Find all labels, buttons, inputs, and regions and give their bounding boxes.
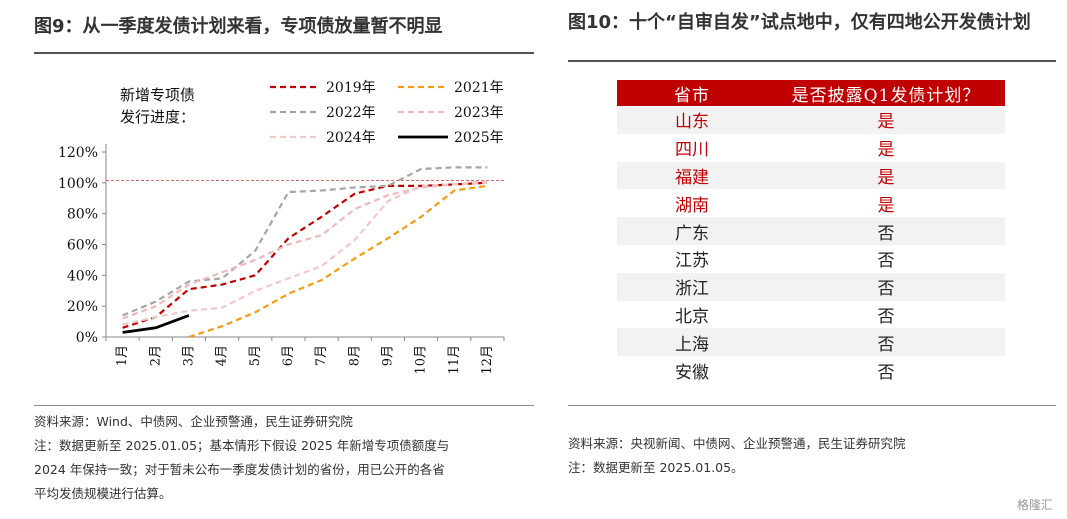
- table-header-row: 省市 是否披露Q1发债计划？: [617, 80, 1005, 106]
- chart-title-line: 新增专项债: [120, 86, 195, 104]
- series-line-2: [122, 166, 488, 317]
- table-row: 江苏 否: [617, 245, 1005, 273]
- table-row: 四川 是: [617, 134, 1005, 162]
- table-row: 山东是: [617, 106, 1005, 134]
- legend-label: 2025年: [454, 130, 504, 146]
- right-notes: 资料来源：央视新闻、中债网、企业预警通，民生证券研究院 注：数据更新至 2025…: [568, 432, 1058, 480]
- disclosed-cell: 是: [877, 140, 895, 161]
- x-tick-label: 2月: [148, 345, 163, 366]
- disclosed-cell: 是: [767, 106, 1005, 134]
- disclosed-cell: 是: [877, 195, 895, 216]
- disclosed-cell: 否: [877, 251, 895, 272]
- legend-label: 2021年: [454, 80, 504, 96]
- disclosed-cell: 否: [767, 272, 1005, 301]
- disclosed-cell: 否: [767, 328, 1005, 357]
- left-note-rule: [34, 405, 534, 406]
- left-note-line: 注：数据更新至 2025.01.05；基本情形下假设 2025 年新增专项债额度…: [34, 438, 450, 453]
- left-note-line: 资料来源：Wind、中债网、企业预警通，民生证券研究院: [34, 414, 353, 429]
- header-disclosed: 是否披露Q1发债计划？: [767, 80, 1005, 106]
- y-tick-label: 60%: [67, 238, 98, 254]
- left-notes: 资料来源：Wind、中债网、企业预警通，民生证券研究院 注：数据更新至 2025…: [34, 410, 539, 506]
- disclosed-cell: 否: [877, 306, 895, 327]
- y-tick-label: 0%: [76, 330, 98, 346]
- region-cell: 北京: [675, 306, 709, 327]
- x-tick-label: 11月: [447, 345, 462, 375]
- y-tick-label: 40%: [67, 268, 98, 284]
- left-note-line: 2024 年保持一致；对于暂未公布一季度发债计划的省份，用已公开的各省: [34, 462, 445, 477]
- disclosed-cell: 是: [767, 161, 1005, 190]
- x-tick-label: 6月: [281, 345, 296, 366]
- legend-label: 2022年: [326, 105, 376, 121]
- y-tick-label: 20%: [67, 299, 98, 315]
- legend-label: 2023年: [454, 105, 504, 121]
- watermark: 格隆汇: [1016, 498, 1053, 512]
- right-note-rule: [568, 405, 1056, 406]
- right-figure-title: 图10：十个“自审自发”试点地中，仅有四地公开发债计划: [568, 12, 1031, 33]
- legend-label: 2019年: [326, 80, 376, 96]
- table-row: 广东否: [617, 217, 1005, 245]
- region-cell: 浙江: [617, 272, 767, 301]
- x-tick-label: 7月: [314, 345, 329, 366]
- disclosed-cell: 否: [877, 362, 895, 383]
- series-line-4: [122, 181, 488, 326]
- region-cell: 广东: [617, 217, 767, 245]
- left-title-rule: [34, 52, 534, 54]
- region-cell: 福建: [617, 161, 767, 190]
- header-region: 省市: [617, 80, 767, 106]
- table-body: 山东是四川是福建是湖南是广东否江苏否浙江否北京否上海否安徽否: [617, 106, 1005, 384]
- table-row: 湖南 是: [617, 189, 1005, 217]
- x-tick-label: 4月: [215, 345, 230, 366]
- table-row: 福建是: [617, 161, 1005, 190]
- series-line-3: [122, 180, 488, 320]
- region-cell: 江苏: [675, 251, 709, 272]
- disclosed-cell: 否: [767, 217, 1005, 245]
- x-tick-label: 9月: [380, 345, 395, 366]
- right-note-line: 注：数据更新至 2025.01.05。: [568, 460, 744, 475]
- legend-label: 2024年: [326, 130, 376, 146]
- y-tick-label: 100%: [58, 176, 98, 192]
- region-cell: 安徽: [675, 362, 709, 383]
- y-tick-label: 80%: [67, 207, 98, 223]
- x-tick-label: 5月: [248, 345, 263, 366]
- disclosure-table: 省市 是否披露Q1发债计划？ 山东是四川是福建是湖南是广东否江苏否浙江否北京否上…: [617, 80, 1005, 384]
- series-line-0: [122, 181, 488, 329]
- region-cell: 上海: [617, 328, 767, 357]
- x-tick-label: 8月: [347, 345, 362, 366]
- series-line-1: [188, 184, 488, 339]
- x-tick-label: 1月: [115, 345, 130, 366]
- series-line-5: [122, 314, 190, 334]
- table-row: 安徽 否: [617, 356, 1005, 384]
- region-cell: 四川: [675, 140, 709, 161]
- table-row: 浙江否: [617, 272, 1005, 301]
- right-title-rule: [568, 60, 1056, 62]
- left-note-line: 平均发债规模进行估算。: [34, 486, 172, 501]
- x-tick-label: 12月: [480, 345, 495, 375]
- table-row: 上海否: [617, 328, 1005, 357]
- chart-title-line: 发行进度：: [120, 108, 195, 126]
- table-row: 北京 否: [617, 301, 1005, 329]
- right-note-line: 资料来源：央视新闻、中债网、企业预警通，民生证券研究院: [568, 436, 906, 451]
- x-tick-label: 10月: [414, 345, 429, 375]
- left-figure-title: 图9：从一季度发债计划来看，专项债放量暂不明显: [34, 16, 443, 37]
- y-tick-label: 120%: [58, 145, 98, 161]
- x-tick-label: 3月: [181, 345, 196, 366]
- region-cell: 湖南: [675, 195, 709, 216]
- region-cell: 山东: [617, 106, 767, 134]
